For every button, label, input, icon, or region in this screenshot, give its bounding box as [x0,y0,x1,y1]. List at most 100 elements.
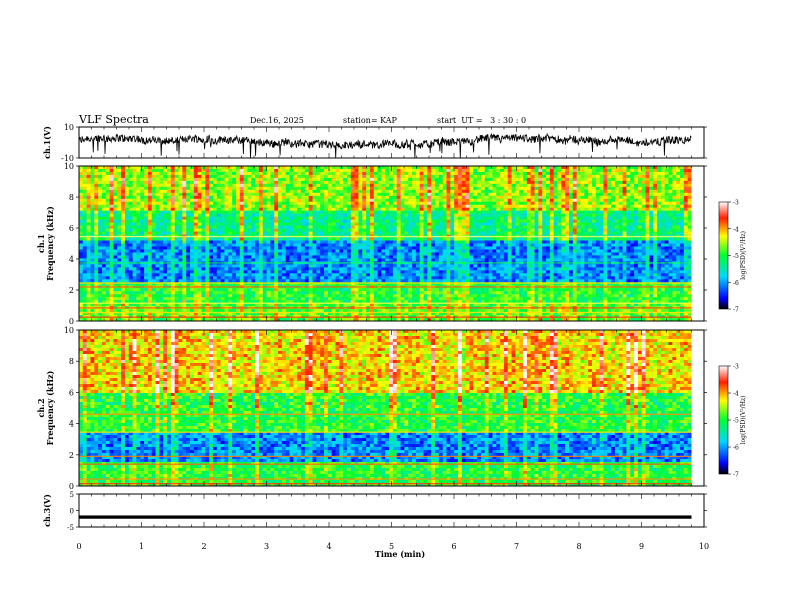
ch1-spec-cell [167,225,172,229]
ch1-spec-cell [546,195,551,200]
ch1-spec-cell [147,180,153,185]
ch1-spec-cell [392,174,398,179]
ch1-spec-cell [147,198,153,203]
ch1-spec-cell [228,216,233,221]
ch1-spec-cell [174,222,179,227]
ch1-spec-cell [86,186,91,191]
ch1-spec-cell [178,249,183,253]
ch1-spec-cell [255,177,260,182]
ch1-spec-cell [86,240,91,244]
ch1-spec-cell [664,228,669,232]
ch1-spec-cell [515,216,520,221]
ch1-spec-cell [167,216,172,221]
ch1-spec-cell [488,216,493,221]
ch1-spec-cell [209,201,214,206]
ch1-spec-cell [423,168,428,173]
ch1-spec-cell [190,198,195,203]
ch1-spec-cell [358,240,363,244]
ch1-spec-cell [105,252,111,256]
ch1-spec-cell [526,243,532,247]
ch1-spec-cell [113,204,118,209]
ch1-spec-cell [278,207,283,212]
ch1-spec-cell [412,192,417,197]
ch1-spec-cell [561,228,566,232]
ch1-spec-cell [312,189,317,194]
ch1-spec-cell [82,204,88,209]
ch1-spec-cell [534,195,539,200]
ch1-spec-cell [488,192,493,197]
ch1-spec-cell [523,228,528,232]
ch1-spec-cell [262,219,267,224]
ch1-spec-cell [362,177,367,182]
ch1-spec-cell [538,183,543,188]
ch1-spec-cell [473,171,478,176]
ch1-spec-cell [251,231,256,235]
ch1-spec-cell [488,189,493,194]
ch1-spec-cell [235,174,241,179]
ch1-spec-cell [664,174,669,179]
ch1-spec-cell [350,210,356,215]
ch1-spec-cell [442,183,447,188]
ch1-spec-cell [687,237,692,241]
ch1-spec-cell [599,249,604,253]
ch1-spec-cell [385,231,390,235]
ch1-spec-cell [603,246,608,250]
ch1-spec-cell [607,219,612,224]
ch1-spec-cell [373,225,378,229]
ch1-spec-cell [400,252,405,256]
ch1-spec-cell [576,222,581,227]
ch1-spec-cell [224,240,229,244]
ch1-spec-cell [435,228,440,232]
ch1-spec-cell [576,216,581,221]
ch1-spec-cell [389,228,394,232]
ch1-spec-cell [358,174,363,179]
ch1-spec-cell [209,219,214,224]
ch1-spec-cell [239,198,245,203]
ch1-spec-cell [301,246,306,250]
ch1-spec-cell [258,222,264,227]
ch1-spec-cell [496,225,501,229]
ch1-spec-cell [316,192,321,197]
ch1-spec-cell [251,180,256,185]
ch1-spec-cell [496,195,501,200]
ch1-spec-cell [423,246,428,250]
ch1-spec-cell [618,231,623,235]
ch1-spec-cell [507,225,512,229]
ch1-spec-cell [220,183,225,188]
ch1-spec-cell [492,189,497,194]
ch1-spec-cell [392,201,398,206]
ch1-spec-cell [653,198,658,203]
ch1-spec-cell [412,166,417,170]
ch1-spec-cell [549,216,555,221]
ch1-spec-cell [588,189,593,194]
ch1-spec-cell [128,231,133,235]
ch1-spec-cell [105,189,111,194]
ch1-spec-cell [201,243,206,247]
ch1-spec-cell [622,219,627,224]
ch1-spec-cell [205,225,210,229]
ch1-spec-cell [542,222,547,227]
ch1-spec-cell [235,222,241,227]
ch1-spec-cell [526,201,532,206]
ch1-spec-cell [144,195,149,200]
ch1-spec-cell [262,183,267,188]
ch1-spec-cell [124,171,130,176]
ch1-spec-cell [324,228,329,232]
ch1-spec-cell [239,225,245,229]
ch1-spec-cell [224,180,229,185]
ch1-spec-cell [477,198,482,203]
ch1-spec-cell [174,219,179,224]
ch1-spec-cell [216,231,222,235]
ch1-spec-cell [442,216,447,221]
ch1-spec-cell [607,240,612,244]
ch1-spec-cell [454,192,459,197]
ch1-spec-cell [144,255,149,259]
ch1-spec-cell [389,186,394,191]
ch1-spec-cell [515,246,520,250]
ch1-spec-cell [657,168,662,173]
ch1-spec-cell [442,177,447,182]
ch1-spec-cell [687,222,692,227]
ch1-spec-cell [492,240,497,244]
ch1-spec-cell [101,243,107,247]
